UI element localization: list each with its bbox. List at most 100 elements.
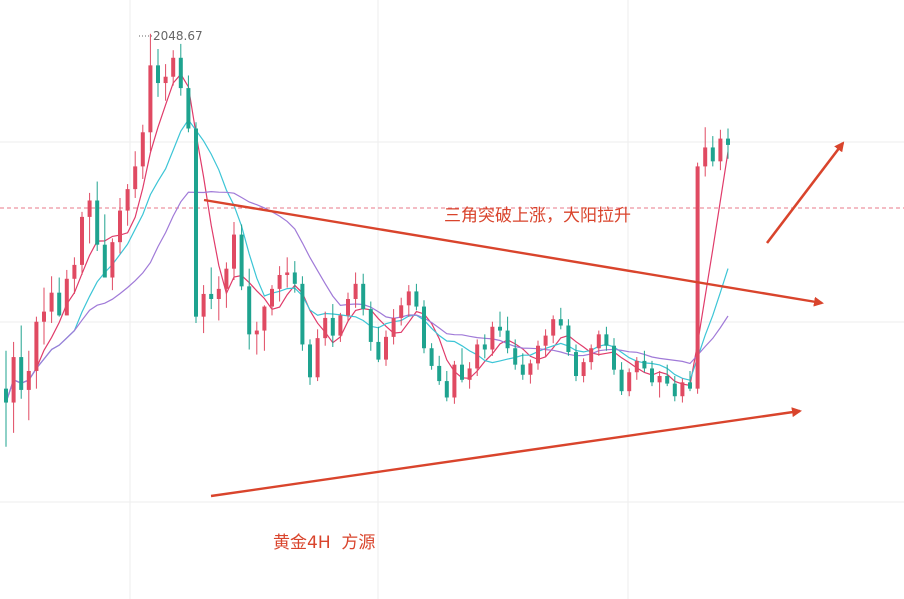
candle-up	[627, 372, 632, 392]
candle-down	[292, 272, 297, 284]
candle-up	[596, 334, 601, 349]
candle-up	[452, 364, 457, 398]
candle-up	[125, 189, 130, 211]
candle-down	[437, 365, 442, 382]
candle-down	[194, 128, 198, 317]
moving-averages	[5, 73, 729, 403]
candle-down	[300, 283, 305, 345]
candle-up	[338, 315, 343, 336]
candle-down	[726, 138, 730, 145]
candle-up	[475, 344, 480, 369]
candle-up	[80, 216, 84, 265]
candle-down	[368, 309, 373, 342]
candle-down	[672, 383, 677, 397]
candle-down	[665, 376, 670, 384]
candle-up	[148, 65, 153, 133]
candle-down	[4, 388, 8, 403]
candle-down	[505, 330, 510, 349]
candle-down	[186, 88, 191, 129]
candle-up	[634, 360, 639, 373]
candle-down	[688, 382, 692, 389]
candle-up	[391, 317, 396, 337]
candle-down	[429, 348, 434, 366]
candle-up	[87, 200, 92, 217]
candle-up	[64, 278, 69, 316]
trendlines	[203, 141, 845, 498]
candle-down	[619, 369, 624, 392]
candle-up	[384, 336, 388, 360]
candle-up	[34, 321, 39, 371]
candle-down	[604, 334, 609, 346]
candle-down	[361, 283, 366, 310]
candle-up	[718, 138, 723, 162]
candle-up	[657, 376, 662, 383]
candle-down	[422, 306, 426, 349]
candle-up	[232, 234, 236, 269]
candle-down	[156, 65, 160, 84]
candle-up	[695, 166, 700, 389]
candle-down	[57, 292, 62, 316]
candle-up	[528, 363, 533, 375]
candle-up	[171, 57, 176, 77]
candle-down	[566, 325, 571, 353]
candle-down	[308, 344, 312, 378]
candle-down	[460, 364, 464, 380]
candle-down	[414, 291, 419, 307]
candle-up	[133, 166, 138, 190]
candles	[4, 33, 730, 447]
candle-up	[72, 264, 77, 279]
candle-down	[102, 244, 107, 278]
lower-trendline	[210, 407, 802, 498]
candle-up	[163, 76, 168, 84]
text-annotations: 三角突破上涨，大阳拉升 黄金4H 方源 2048.67	[139, 29, 631, 553]
candle-up	[11, 357, 16, 403]
breakout-arrow	[765, 141, 845, 244]
candle-down	[642, 360, 647, 369]
candle-up	[703, 147, 708, 167]
candle-up	[216, 288, 221, 299]
candle-down	[247, 286, 252, 335]
candle-down	[444, 381, 449, 398]
candle-up	[353, 283, 358, 299]
candle-up	[262, 306, 267, 331]
candle-up	[536, 345, 540, 364]
candle-down	[178, 57, 183, 89]
candle-up	[589, 348, 594, 363]
candle-down	[513, 348, 518, 365]
candle-down	[612, 345, 616, 370]
candle-down	[95, 200, 100, 245]
candle-up	[581, 362, 586, 377]
candle-up	[285, 272, 290, 275]
candle-up	[399, 305, 404, 318]
candle-down	[209, 293, 214, 299]
candle-down	[498, 326, 502, 331]
candle-up	[49, 292, 54, 312]
breakout-annotation: 三角突破上涨，大阳拉升	[444, 206, 631, 226]
candle-up	[543, 335, 548, 346]
candle-down	[376, 341, 381, 360]
candle-up	[140, 132, 145, 167]
candle-up	[201, 293, 206, 317]
instrument-label: 黄金4H 方源	[273, 533, 375, 553]
candle-up	[26, 370, 31, 390]
candle-down	[574, 352, 578, 377]
candle-up	[277, 274, 282, 289]
candle-up	[406, 291, 411, 306]
ma-short-line	[5, 73, 729, 403]
candle-down	[520, 364, 525, 375]
candle-down	[239, 234, 244, 287]
candle-up	[467, 368, 472, 380]
candle-up	[42, 311, 46, 322]
candle-down	[650, 368, 654, 383]
high-price-label: 2048.67	[153, 29, 203, 43]
candle-down	[482, 344, 487, 350]
candle-up	[118, 210, 122, 243]
candle-up	[224, 268, 229, 289]
candle-up	[680, 382, 685, 397]
candle-up	[323, 317, 328, 339]
candle-up	[551, 319, 556, 336]
candle-down	[19, 357, 24, 390]
